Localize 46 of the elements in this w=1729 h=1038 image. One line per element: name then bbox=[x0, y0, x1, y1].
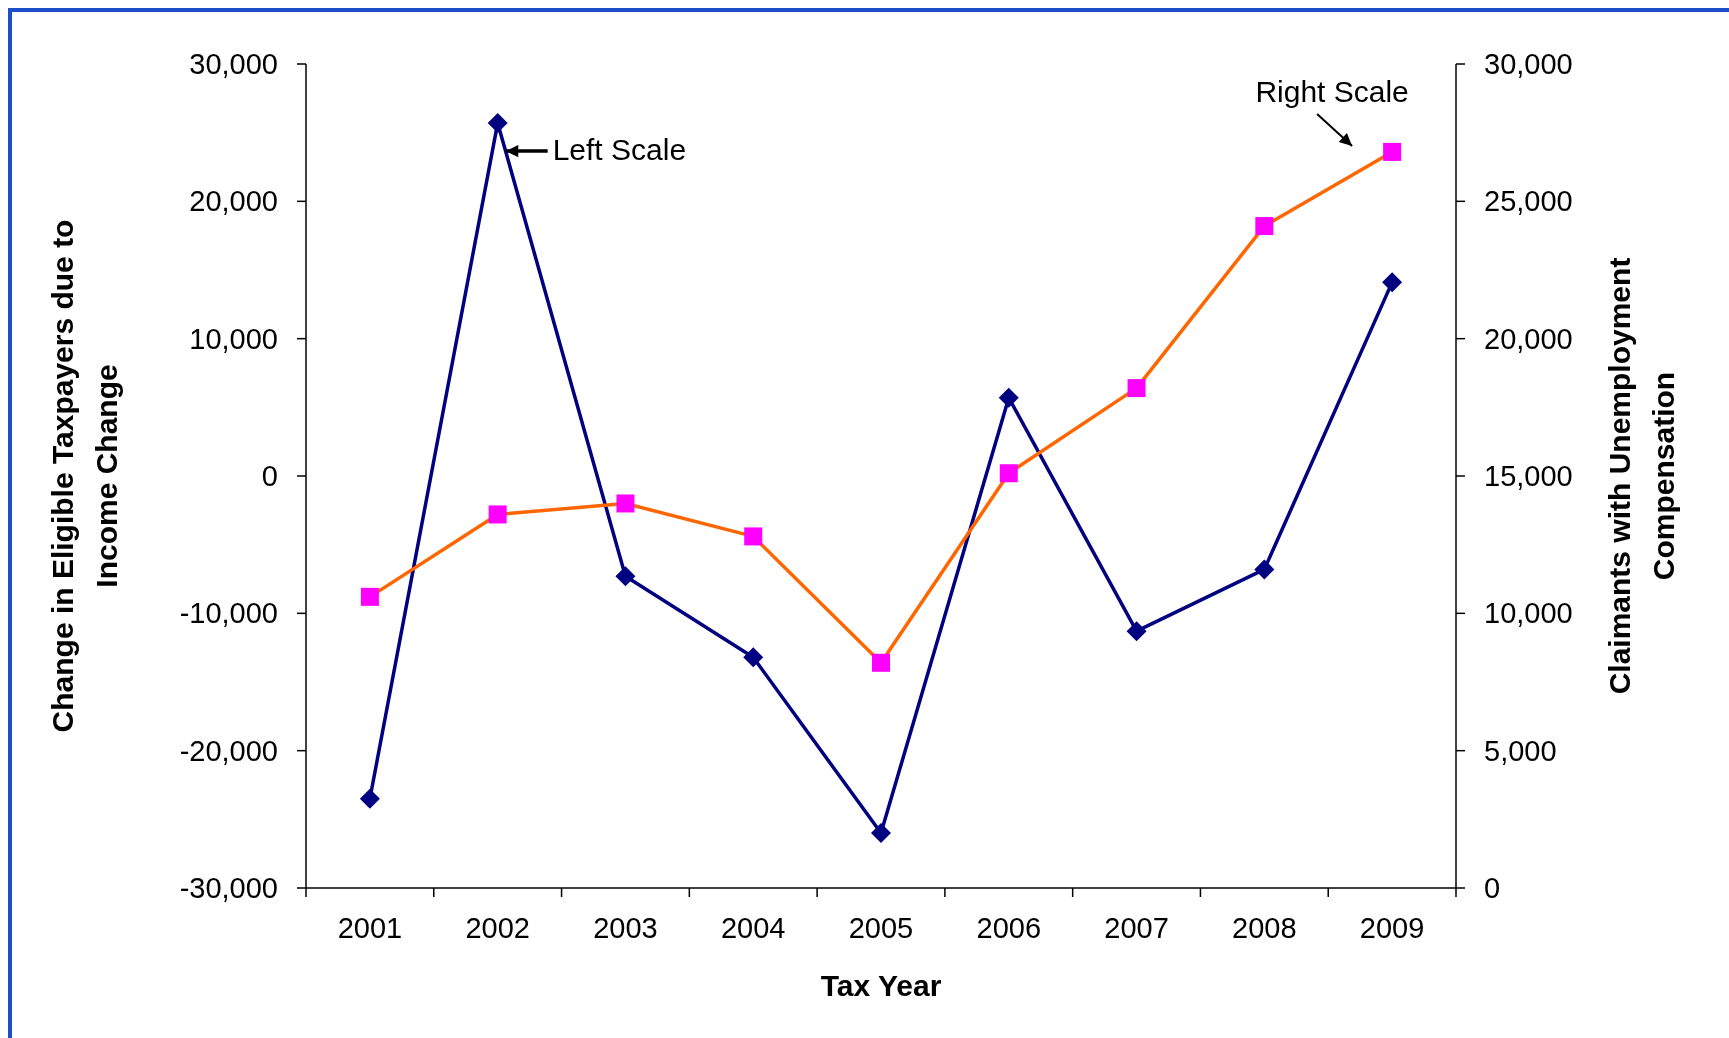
annotation: Right Scale bbox=[1255, 74, 1409, 108]
x-tick-label: 2009 bbox=[1359, 912, 1425, 944]
y-tick-label: -10,000 bbox=[179, 597, 278, 630]
y2-tick-label: 5,000 bbox=[1484, 734, 1557, 767]
point bbox=[1255, 217, 1274, 236]
x-tick-label: 2001 bbox=[337, 912, 403, 944]
x-tick-label: 2004 bbox=[720, 912, 786, 944]
point bbox=[616, 494, 635, 513]
y-tick-label: 10,000 bbox=[189, 322, 278, 355]
point bbox=[1127, 379, 1146, 398]
point bbox=[871, 823, 891, 844]
point bbox=[743, 647, 764, 668]
y-tick-label: -20,000 bbox=[179, 734, 278, 767]
x-tick-label: 2008 bbox=[1232, 912, 1297, 944]
point bbox=[1382, 272, 1403, 293]
point bbox=[1254, 559, 1275, 580]
x-tick-label: 2005 bbox=[848, 912, 914, 944]
point bbox=[998, 387, 1019, 408]
point bbox=[615, 566, 636, 587]
point bbox=[359, 788, 380, 809]
point bbox=[1126, 621, 1147, 642]
point bbox=[1383, 142, 1402, 161]
y-axis-title: Change in Eligible Taxpayers due to Income Change bbox=[46, 219, 123, 733]
x-tick-label: 2006 bbox=[976, 912, 1042, 944]
x-tick-label: 2002 bbox=[465, 912, 530, 944]
y2-tick-label: 25,000 bbox=[1484, 185, 1573, 218]
point bbox=[999, 464, 1018, 483]
annotation: Left Scale bbox=[552, 133, 687, 167]
x-tick-label: 2003 bbox=[593, 912, 658, 944]
y2-tick-label: 30,000 bbox=[1484, 48, 1573, 81]
x-tick-label: 2007 bbox=[1104, 912, 1169, 944]
y-tick-label: 30,000 bbox=[189, 48, 278, 81]
point bbox=[360, 587, 379, 606]
x-axis-title: Tax Year bbox=[820, 969, 942, 1002]
y-tick-label: 0 bbox=[261, 460, 278, 493]
y-tick-label: -30,000 bbox=[179, 872, 278, 905]
point bbox=[872, 653, 890, 672]
y2-axis-title: Claimants with Unemployment Compensation bbox=[1603, 257, 1680, 695]
y2-tick-label: 20,000 bbox=[1484, 322, 1573, 355]
y-tick-label: 20,000 bbox=[189, 185, 278, 218]
point bbox=[744, 527, 763, 546]
point bbox=[487, 113, 508, 134]
point bbox=[488, 505, 507, 524]
y2-tick-label: 15,000 bbox=[1484, 460, 1573, 493]
y2-tick-label: 10,000 bbox=[1484, 597, 1573, 630]
y2-tick-label: 0 bbox=[1484, 872, 1501, 905]
